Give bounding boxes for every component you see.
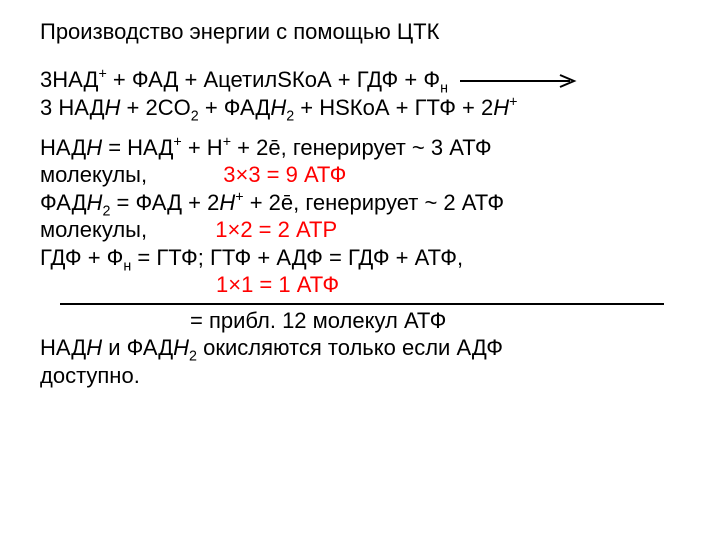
- text: + ФАД: [199, 95, 271, 120]
- text: 3 НАД: [40, 95, 105, 120]
- text: молекулы,: [40, 217, 147, 242]
- italic-h: Н: [87, 190, 103, 215]
- superscript: +: [235, 190, 243, 206]
- superscript: +: [173, 135, 181, 151]
- italic-h: Н: [86, 335, 102, 360]
- divider: [60, 303, 664, 305]
- slide: Производство энергии с помощью ЦТК 3НАД+…: [0, 0, 720, 407]
- superscript: +: [98, 66, 106, 82]
- page-title: Производство энергии с помощью ЦТК: [40, 18, 684, 46]
- italic-h: Н: [173, 335, 189, 360]
- text: окисляются только если АДФ: [197, 335, 503, 360]
- subscript: 2: [286, 109, 294, 125]
- reaction-lhs: 3НАД+ + ФАД + АцетилSКоА + ГДФ + Фн: [40, 66, 684, 95]
- red-result: 1×2 = 2 ATP: [215, 217, 337, 242]
- total-line: = прибл. 12 молекул АТФ: [190, 307, 684, 335]
- gdp-line: ГДФ + Фн = ГТФ; ГТФ + АДФ = ГДФ + АТФ,: [40, 244, 684, 272]
- text: и ФАД: [102, 335, 173, 360]
- fadh-line2: молекулы, 1×2 = 2 ATP: [40, 216, 684, 244]
- nadh-line2: молекулы, 3×3 = 9 АТФ: [40, 161, 684, 189]
- nadh-line: НАДН = НАД+ + H+ + 2ē, генерирует ~ 3 АТ…: [40, 134, 684, 162]
- note-line2: доступно.: [40, 362, 684, 390]
- red-result: 3×3 = 9 АТФ: [223, 162, 346, 187]
- text: + 2ē, генерирует ~ 3 АТФ: [231, 135, 492, 160]
- superscript: +: [223, 135, 231, 151]
- text: + 2CO: [120, 95, 190, 120]
- note-line1: НАДН и ФАДН2 окисляются только если АДФ: [40, 334, 684, 362]
- divider-wrap: [40, 303, 684, 305]
- subscript: 2: [191, 109, 199, 125]
- text: = НАД: [102, 135, 173, 160]
- italic-h: Н: [219, 190, 235, 215]
- text: ГДФ + Ф: [40, 245, 123, 270]
- fadh-line: ФАДН2 = ФАД + 2Н+ + 2ē, генерирует ~ 2 А…: [40, 189, 684, 217]
- text: ФАД: [40, 190, 87, 215]
- italic-h: Н: [270, 95, 286, 120]
- text: молекулы,: [40, 162, 147, 187]
- subscript: 2: [189, 349, 197, 365]
- italic-h: Н: [493, 95, 509, 120]
- text: 3НАД: [40, 67, 98, 92]
- text: НАД: [40, 335, 86, 360]
- italic-h: Н: [86, 135, 102, 160]
- gdp-line2: 1×1 = 1 АТФ: [40, 271, 684, 299]
- text: + H: [182, 135, 223, 160]
- text: НАД: [40, 135, 86, 160]
- italic-h: Н: [105, 95, 121, 120]
- text: + 2ē, генерирует ~ 2 АТФ: [244, 190, 505, 215]
- text: + HSКоА + ГТФ + 2: [294, 95, 493, 120]
- reaction-rhs: 3 НАДН + 2CO2 + ФАДН2 + HSКоА + ГТФ + 2Н…: [40, 94, 684, 122]
- superscript: +: [509, 95, 517, 111]
- red-result: 1×1 = 1 АТФ: [216, 272, 339, 297]
- text: + ФАД + АцетилSКоА + ГДФ + Ф: [107, 67, 440, 92]
- text: = ГТФ; ГТФ + АДФ = ГДФ + АТФ,: [131, 245, 463, 270]
- text: = ФАД + 2: [110, 190, 219, 215]
- arrow-icon: [460, 67, 578, 95]
